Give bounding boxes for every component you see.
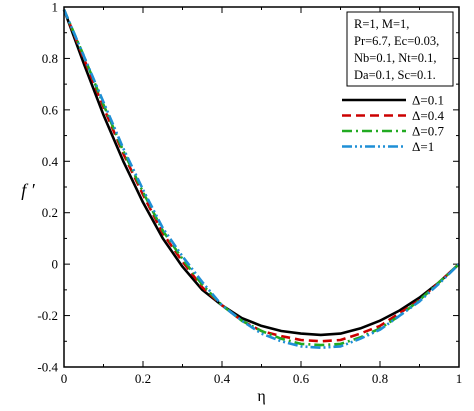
y-tick-label: 0.6 — [42, 102, 59, 117]
x-tick-label: 0.8 — [372, 371, 388, 386]
x-tick-labels: 0 0.2 0.4 0.6 0.8 1 — [61, 371, 463, 386]
parameter-line: Da=0.1, Sc=0.1. — [354, 68, 436, 82]
x-axis-label: η — [257, 388, 265, 405]
legend: Δ=0.1Δ=0.4Δ=0.7Δ=1 — [342, 93, 444, 154]
legend-label: Δ=0.4 — [412, 108, 444, 123]
legend-label: Δ=1 — [412, 139, 434, 154]
x-tick-label: 0.6 — [293, 371, 310, 386]
x-tick-label: 0 — [61, 371, 68, 386]
y-tick-label: -0.2 — [37, 308, 58, 323]
parameter-box: R=1, M=1, Pr=6.7, Ec=0.03, Nb=0.1, Nt=0.… — [346, 11, 454, 87]
series-lines — [62, 9, 460, 350]
parameter-box-border — [346, 11, 454, 87]
parameter-line: Pr=6.7, Ec=0.03, — [354, 34, 439, 48]
parameter-line: R=1, M=1, — [354, 17, 409, 31]
y-tick-label: 0.4 — [42, 154, 59, 169]
series-line — [62, 9, 460, 337]
plot-frame — [63, 6, 460, 368]
y-tick-labels: -0.4 -0.2 0 0.2 0.4 0.6 0.8 1 — [37, 0, 58, 375]
y-tick-label: 0 — [52, 257, 59, 272]
y-tick-label: 0.8 — [42, 51, 58, 66]
legend-label: Δ=0.1 — [412, 93, 444, 108]
parameter-line: Nb=0.1, Nt=0.1, — [354, 51, 437, 65]
x-tick-label: 0.4 — [214, 371, 231, 386]
y-tick-label: 1 — [52, 0, 59, 15]
x-tick-label: 0.2 — [135, 371, 151, 386]
legend-label: Δ=0.7 — [412, 124, 444, 139]
y-axis-label: f ′ — [21, 180, 36, 200]
series-line — [62, 9, 460, 350]
y-tick-label: -0.4 — [37, 360, 58, 375]
x-tick-label: 1 — [456, 371, 463, 386]
y-tick-label: 0.2 — [42, 205, 58, 220]
